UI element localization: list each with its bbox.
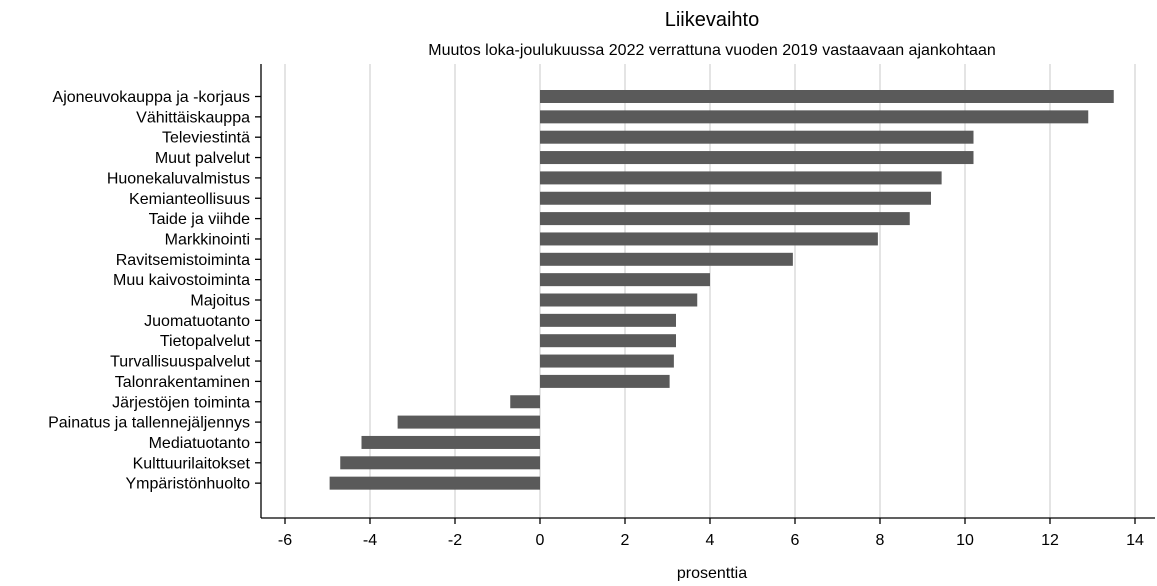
bar xyxy=(540,90,1114,103)
category-label: Muut palvelut xyxy=(155,150,251,167)
category-label: Kemianteollisuus xyxy=(129,191,250,208)
category-label: Muu kaivostoiminta xyxy=(113,272,250,289)
x-axis-title: prosenttia xyxy=(677,565,747,581)
category-label: Ravitsemistoiminta xyxy=(116,252,250,269)
category-label: Majoitus xyxy=(190,293,250,310)
category-label: Talonrakentaminen xyxy=(115,374,250,391)
category-label: Taide ja viihde xyxy=(149,211,251,228)
x-tick-label: 14 xyxy=(1126,532,1144,549)
category-label: Huonekaluvalmistus xyxy=(107,170,250,187)
bar xyxy=(540,273,710,287)
bar xyxy=(540,293,698,307)
bar xyxy=(340,456,540,470)
bar xyxy=(540,171,942,185)
bar xyxy=(361,435,540,449)
x-tick-label: 0 xyxy=(536,532,545,549)
category-label: Mediatuotanto xyxy=(149,435,251,452)
bar xyxy=(540,334,676,348)
category-label: Järjestöjen toiminta xyxy=(112,394,250,411)
category-label: Turvallisuuspalvelut xyxy=(110,354,250,371)
x-tick-label: -6 xyxy=(278,532,292,549)
bar xyxy=(540,232,878,246)
x-tick-label: -4 xyxy=(363,532,377,549)
bar-layer xyxy=(329,90,1114,490)
x-tick-label: 2 xyxy=(621,532,630,549)
x-tick-label: 4 xyxy=(706,532,715,549)
bar xyxy=(540,374,670,388)
bar xyxy=(540,313,676,327)
bar xyxy=(329,476,540,490)
x-tick-label: 6 xyxy=(791,532,800,549)
category-label: Vähittäiskauppa xyxy=(136,109,250,126)
category-label: Kulttuurilaitokset xyxy=(133,455,251,472)
bar xyxy=(540,110,1089,124)
bar xyxy=(540,130,974,144)
x-tick-label: -2 xyxy=(448,532,462,549)
x-tick-label: 8 xyxy=(876,532,885,549)
category-label: Markkinointi xyxy=(165,231,250,248)
category-label: Tietopalvelut xyxy=(160,333,251,350)
bar xyxy=(397,415,540,429)
category-label: Ajoneuvokauppa ja -korjaus xyxy=(53,89,250,106)
category-label: Juomatuotanto xyxy=(144,313,250,330)
tick-layer: -6 -4 -2 0 2 4 6 8 10 12 14 xyxy=(255,95,1144,549)
bar xyxy=(540,191,931,205)
bar xyxy=(540,252,793,266)
chart-subtitle: Muutos loka-joulukuussa 2022 verrattuna … xyxy=(428,42,996,59)
bar xyxy=(540,151,974,165)
x-tick-label: 10 xyxy=(956,532,974,549)
category-label: Ympäristönhuolto xyxy=(125,476,250,493)
bar xyxy=(540,212,910,226)
x-tick-label: 12 xyxy=(1041,532,1059,549)
bar xyxy=(540,354,674,368)
chart-title: Liikevaihto xyxy=(665,9,760,31)
category-label: Painatus ja tallennejäljennys xyxy=(48,415,250,432)
category-label: Televiestintä xyxy=(162,130,250,147)
bar xyxy=(510,395,540,409)
category-label-layer: Ajoneuvokauppa ja -korjaus Vähittäiskaupp… xyxy=(48,89,250,493)
